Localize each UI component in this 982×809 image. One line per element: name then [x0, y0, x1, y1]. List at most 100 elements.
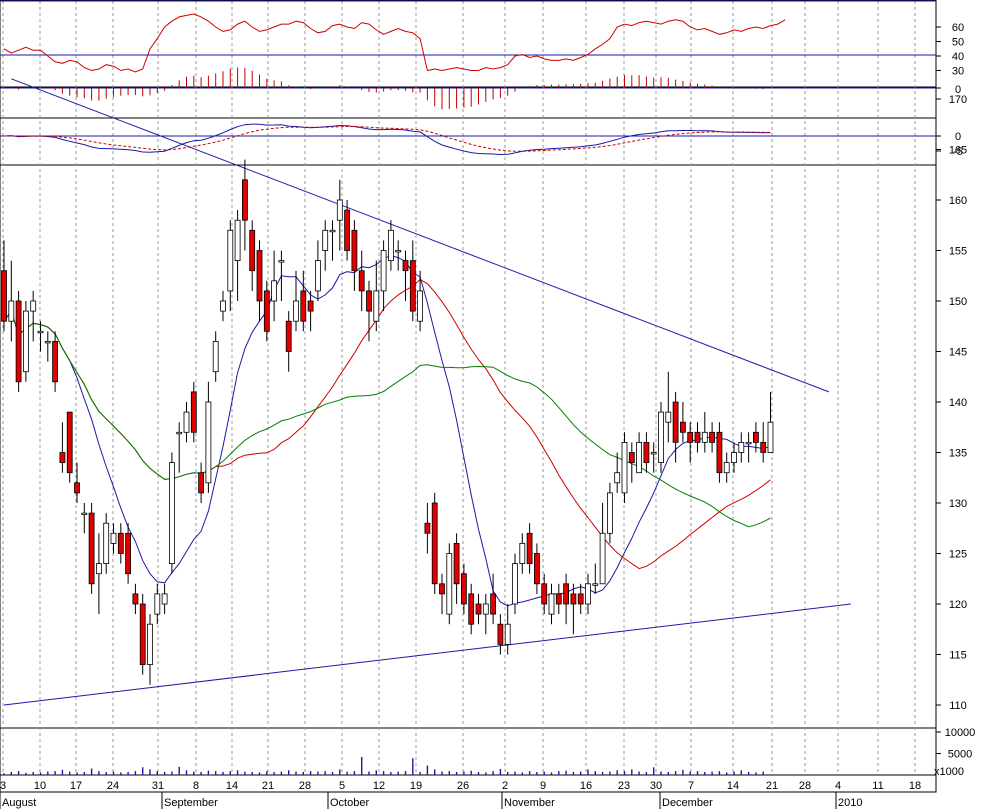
candle-body — [519, 543, 526, 565]
candle-body — [387, 229, 394, 262]
candle-body — [482, 603, 489, 615]
candle-body — [351, 229, 358, 272]
candle-body — [176, 431, 183, 435]
candle-body — [44, 340, 51, 344]
candle-body — [103, 522, 110, 565]
candle-body — [475, 603, 482, 615]
x-tick-label: 10 — [34, 780, 46, 792]
candle-body — [636, 441, 642, 474]
rsi-tick-label: 30 — [952, 66, 964, 78]
x-tick-label: 3 — [0, 780, 6, 792]
reference-lines — [0, 0, 936, 137]
candle-body — [607, 492, 613, 534]
x-tick-label: 12 — [373, 780, 385, 792]
candle-body — [709, 431, 715, 443]
candle-body — [256, 250, 263, 302]
trendlines — [3, 78, 851, 706]
price-tick-label: 145 — [949, 347, 967, 359]
momentum-panel — [10, 67, 771, 110]
candle-body — [409, 260, 416, 312]
candle-body — [329, 229, 336, 233]
x-tick-label: 26 — [457, 780, 469, 792]
price-tick-label: 160 — [949, 195, 967, 207]
candle-body — [431, 502, 438, 585]
candle-body — [658, 411, 664, 464]
volume-tick-label: 10000 — [945, 727, 976, 739]
price-tick-label: 125 — [949, 549, 967, 561]
x-tick-label: 9 — [540, 780, 546, 792]
x-tick-label: 8 — [193, 780, 199, 792]
candle-body — [74, 482, 80, 494]
momentum-tick-label: 0 — [955, 84, 961, 96]
trendline-2 — [3, 603, 851, 706]
candle-body — [417, 290, 424, 322]
candle-body — [504, 623, 511, 645]
x-tick-label: 2 — [502, 780, 508, 792]
candle-body — [563, 583, 569, 605]
x-tick-label: 28 — [799, 780, 811, 792]
macd-tick-label: -5 — [953, 146, 963, 158]
price-tick-label: 130 — [949, 498, 967, 510]
candle-body — [205, 401, 212, 484]
candle-body — [439, 583, 445, 595]
candle-body — [285, 320, 292, 352]
candle-body — [701, 431, 708, 443]
candle-body — [110, 532, 117, 544]
x-tick-label: 24 — [107, 780, 119, 792]
macd-signal-line — [3, 126, 771, 152]
candle-body — [293, 300, 299, 322]
x-tick-label: 21 — [262, 780, 274, 792]
moving-averages — [3, 255, 771, 607]
rsi-panel — [3, 13, 786, 73]
volume-bars — [3, 756, 764, 775]
candle-body — [526, 532, 533, 564]
candle-body — [1, 270, 7, 322]
trendline-1 — [11, 78, 830, 393]
macd-panel — [3, 123, 771, 156]
candle-body — [731, 452, 737, 464]
candle-body — [212, 340, 219, 373]
candle-body — [738, 441, 745, 453]
candle-body — [380, 250, 387, 292]
candle-body — [249, 229, 256, 272]
moving-average-long — [3, 309, 771, 528]
macd-line — [3, 123, 771, 156]
candle-body — [161, 593, 168, 605]
x-tick-label: 16 — [580, 780, 592, 792]
price-tick-label: 170 — [949, 94, 967, 106]
x-axis-labels: 3 10 17 24 31 8 14 21 28 5 12 19 26 2 9 16 23 30 7 14 21 28 4 1… — [0, 780, 921, 809]
candle-body — [154, 593, 161, 615]
x-tick-label: 31 — [152, 780, 164, 792]
price-tick-label: 135 — [949, 448, 967, 460]
x-tick-label: 5 — [339, 780, 345, 792]
candle-body — [300, 290, 307, 322]
candle-body — [468, 593, 475, 625]
candle-body — [8, 300, 15, 322]
x-tick-label: 17 — [70, 780, 82, 792]
month-label: October — [330, 797, 369, 809]
candle-body — [512, 563, 518, 605]
candle-body — [88, 512, 95, 585]
candle-body — [15, 300, 22, 383]
candle-body — [271, 280, 278, 302]
rsi-tick-label: 40 — [952, 51, 964, 63]
x-tick-label: 21 — [766, 780, 778, 792]
candle-body — [577, 593, 584, 605]
candle-body — [132, 593, 139, 605]
candle-body — [139, 603, 146, 665]
candle-body — [548, 593, 555, 615]
candle-body — [183, 411, 190, 433]
candle-body — [358, 270, 365, 292]
candlestick-series — [1, 159, 774, 685]
x-tick-label: 28 — [299, 780, 311, 792]
price-tick-label: 120 — [949, 599, 967, 611]
month-label: August — [2, 797, 36, 809]
candle-body — [147, 623, 153, 666]
month-label: 2010 — [838, 797, 862, 809]
rsi-line — [3, 13, 786, 73]
x-tick-label: 14 — [226, 780, 238, 792]
candle-body — [760, 441, 767, 453]
candle-body — [37, 330, 44, 334]
price-tick-label: 115 — [949, 650, 967, 662]
